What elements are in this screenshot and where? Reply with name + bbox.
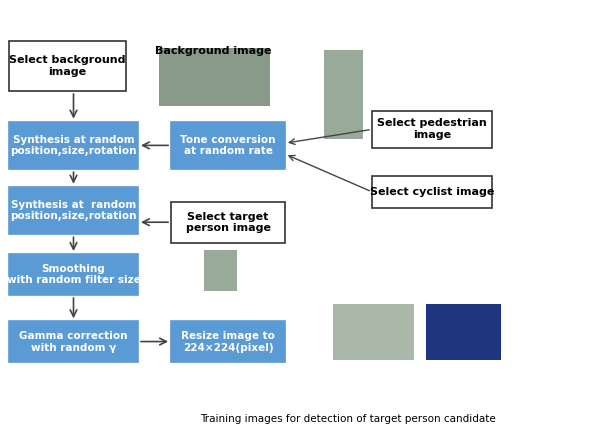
Text: Gamma correction
with random γ: Gamma correction with random γ — [19, 331, 128, 352]
FancyBboxPatch shape — [171, 321, 285, 362]
FancyBboxPatch shape — [333, 304, 414, 360]
FancyBboxPatch shape — [9, 122, 138, 169]
FancyBboxPatch shape — [9, 41, 126, 91]
FancyBboxPatch shape — [171, 122, 285, 169]
Text: Select background
image: Select background image — [9, 56, 126, 77]
Text: Select target
person image: Select target person image — [185, 212, 271, 233]
Text: Select pedestrian
image: Select pedestrian image — [377, 118, 487, 140]
Text: Smoothing
with random filter size: Smoothing with random filter size — [7, 264, 140, 285]
FancyBboxPatch shape — [159, 48, 270, 106]
FancyBboxPatch shape — [9, 187, 138, 234]
FancyBboxPatch shape — [372, 176, 492, 208]
Text: Tone conversion
at random rate: Tone conversion at random rate — [180, 135, 276, 156]
FancyBboxPatch shape — [372, 111, 492, 148]
Text: Synthesis at random
position,size,rotation: Synthesis at random position,size,rotati… — [10, 135, 137, 156]
FancyBboxPatch shape — [324, 50, 363, 139]
Text: Synthesis at  random
position,size,rotation: Synthesis at random position,size,rotati… — [10, 200, 137, 221]
Text: Training images for detection of target person candidate: Training images for detection of target … — [200, 414, 496, 424]
Text: Select cyclist image: Select cyclist image — [370, 187, 494, 197]
Text: Resize image to
224×224(pixel): Resize image to 224×224(pixel) — [181, 331, 275, 352]
Text: Background image: Background image — [155, 46, 271, 56]
FancyBboxPatch shape — [9, 321, 138, 362]
FancyBboxPatch shape — [426, 304, 501, 360]
FancyBboxPatch shape — [9, 254, 138, 295]
FancyBboxPatch shape — [204, 250, 237, 291]
FancyBboxPatch shape — [171, 202, 285, 243]
